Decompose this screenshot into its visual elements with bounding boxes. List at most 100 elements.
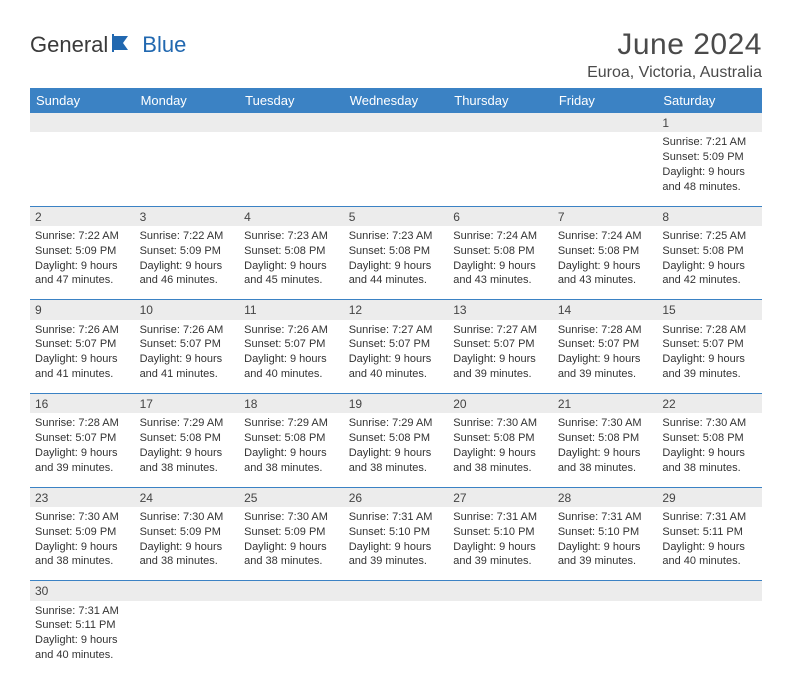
sunset-line: Sunset: 5:08 PM (558, 431, 653, 446)
day-number-cell: 23 (30, 487, 135, 507)
sunset-line: Sunset: 5:07 PM (349, 337, 444, 352)
daylight-line: Daylight: 9 hours and 39 minutes. (453, 540, 548, 570)
logo-text-general: General (30, 32, 108, 58)
daylight-line: Daylight: 9 hours and 38 minutes. (140, 446, 235, 476)
day-content-cell: Sunrise: 7:31 AMSunset: 5:10 PMDaylight:… (344, 507, 449, 581)
day-content-cell: Sunrise: 7:30 AMSunset: 5:09 PMDaylight:… (239, 507, 344, 581)
sunset-line: Sunset: 5:07 PM (453, 337, 548, 352)
sunset-line: Sunset: 5:07 PM (35, 337, 130, 352)
day-content-cell: Sunrise: 7:31 AMSunset: 5:10 PMDaylight:… (448, 507, 553, 581)
weekday-header: Wednesday (344, 88, 449, 113)
day-number-cell: 29 (657, 487, 762, 507)
sunset-line: Sunset: 5:09 PM (35, 244, 130, 259)
day-content-cell: Sunrise: 7:27 AMSunset: 5:07 PMDaylight:… (448, 320, 553, 394)
day-content-cell: Sunrise: 7:25 AMSunset: 5:08 PMDaylight:… (657, 226, 762, 300)
sunset-line: Sunset: 5:08 PM (662, 244, 757, 259)
sunset-line: Sunset: 5:09 PM (140, 525, 235, 540)
day-number-cell: 20 (448, 394, 553, 414)
calendar-table: SundayMondayTuesdayWednesdayThursdayFrid… (30, 88, 762, 675)
page-title: June 2024 (587, 28, 762, 62)
sunrise-line: Sunrise: 7:22 AM (35, 229, 130, 244)
day-content-cell: Sunrise: 7:30 AMSunset: 5:08 PMDaylight:… (448, 413, 553, 487)
daylight-line: Daylight: 9 hours and 39 minutes. (349, 540, 444, 570)
day-content-cell: Sunrise: 7:26 AMSunset: 5:07 PMDaylight:… (239, 320, 344, 394)
day-number-cell (448, 113, 553, 132)
daylight-line: Daylight: 9 hours and 38 minutes. (349, 446, 444, 476)
sunrise-line: Sunrise: 7:30 AM (453, 416, 548, 431)
sunrise-line: Sunrise: 7:23 AM (244, 229, 339, 244)
sunrise-line: Sunrise: 7:31 AM (453, 510, 548, 525)
daylight-line: Daylight: 9 hours and 39 minutes. (662, 352, 757, 382)
daylight-line: Daylight: 9 hours and 41 minutes. (35, 352, 130, 382)
day-number-cell: 25 (239, 487, 344, 507)
daylight-line: Daylight: 9 hours and 39 minutes. (453, 352, 548, 382)
daylight-line: Daylight: 9 hours and 48 minutes. (662, 165, 757, 195)
sunset-line: Sunset: 5:09 PM (244, 525, 339, 540)
day-content-cell: Sunrise: 7:21 AMSunset: 5:09 PMDaylight:… (657, 132, 762, 206)
sunset-line: Sunset: 5:08 PM (349, 431, 444, 446)
sunset-line: Sunset: 5:09 PM (140, 244, 235, 259)
day-content-cell: Sunrise: 7:23 AMSunset: 5:08 PMDaylight:… (344, 226, 449, 300)
daylight-line: Daylight: 9 hours and 38 minutes. (140, 540, 235, 570)
sunset-line: Sunset: 5:07 PM (558, 337, 653, 352)
sunrise-line: Sunrise: 7:30 AM (35, 510, 130, 525)
day-number-cell (553, 113, 658, 132)
daylight-line: Daylight: 9 hours and 45 minutes. (244, 259, 339, 289)
header: General Blue June 2024 Euroa, Victoria, … (30, 28, 762, 82)
day-content-cell: Sunrise: 7:30 AMSunset: 5:09 PMDaylight:… (135, 507, 240, 581)
day-number-cell (553, 581, 658, 601)
day-content-cell: Sunrise: 7:29 AMSunset: 5:08 PMDaylight:… (239, 413, 344, 487)
day-content-cell: Sunrise: 7:31 AMSunset: 5:10 PMDaylight:… (553, 507, 658, 581)
sunrise-line: Sunrise: 7:28 AM (662, 323, 757, 338)
day-content-cell: Sunrise: 7:31 AMSunset: 5:11 PMDaylight:… (657, 507, 762, 581)
sunset-line: Sunset: 5:08 PM (244, 244, 339, 259)
sunrise-line: Sunrise: 7:28 AM (35, 416, 130, 431)
day-content-cell: Sunrise: 7:28 AMSunset: 5:07 PMDaylight:… (30, 413, 135, 487)
day-content-cell: Sunrise: 7:30 AMSunset: 5:09 PMDaylight:… (30, 507, 135, 581)
day-content-cell: Sunrise: 7:29 AMSunset: 5:08 PMDaylight:… (344, 413, 449, 487)
day-number-cell: 5 (344, 206, 449, 226)
day-number-cell: 9 (30, 300, 135, 320)
sunrise-line: Sunrise: 7:24 AM (558, 229, 653, 244)
title-block: June 2024 Euroa, Victoria, Australia (587, 28, 762, 82)
day-content-cell (239, 132, 344, 206)
sunset-line: Sunset: 5:08 PM (453, 431, 548, 446)
sunset-line: Sunset: 5:10 PM (349, 525, 444, 540)
sunrise-line: Sunrise: 7:26 AM (35, 323, 130, 338)
sunrise-line: Sunrise: 7:23 AM (349, 229, 444, 244)
day-number-cell (657, 581, 762, 601)
day-number-cell: 21 (553, 394, 658, 414)
calendar-body: 1 Sunrise: 7:21 AMSunset: 5:09 PMDayligh… (30, 113, 762, 675)
sunrise-line: Sunrise: 7:25 AM (662, 229, 757, 244)
sunset-line: Sunset: 5:08 PM (662, 431, 757, 446)
weekday-header: Monday (135, 88, 240, 113)
day-number-cell: 30 (30, 581, 135, 601)
calendar-head: SundayMondayTuesdayWednesdayThursdayFrid… (30, 88, 762, 113)
day-content-cell (344, 132, 449, 206)
day-number-cell: 14 (553, 300, 658, 320)
day-number-cell: 16 (30, 394, 135, 414)
day-number-cell: 3 (135, 206, 240, 226)
sunrise-line: Sunrise: 7:31 AM (558, 510, 653, 525)
sunrise-line: Sunrise: 7:26 AM (244, 323, 339, 338)
sunrise-line: Sunrise: 7:21 AM (662, 135, 757, 150)
sunset-line: Sunset: 5:07 PM (35, 431, 130, 446)
day-content-cell: Sunrise: 7:27 AMSunset: 5:07 PMDaylight:… (344, 320, 449, 394)
daylight-line: Daylight: 9 hours and 39 minutes. (558, 540, 653, 570)
sunrise-line: Sunrise: 7:28 AM (558, 323, 653, 338)
day-number-cell: 15 (657, 300, 762, 320)
day-number-cell: 27 (448, 487, 553, 507)
sunrise-line: Sunrise: 7:26 AM (140, 323, 235, 338)
logo: General Blue (30, 32, 186, 58)
day-number-cell: 26 (344, 487, 449, 507)
sunset-line: Sunset: 5:08 PM (244, 431, 339, 446)
daylight-line: Daylight: 9 hours and 41 minutes. (140, 352, 235, 382)
daylight-line: Daylight: 9 hours and 40 minutes. (35, 633, 130, 663)
day-content-cell: Sunrise: 7:22 AMSunset: 5:09 PMDaylight:… (30, 226, 135, 300)
day-content-cell: Sunrise: 7:30 AMSunset: 5:08 PMDaylight:… (657, 413, 762, 487)
day-number-cell: 10 (135, 300, 240, 320)
daylight-line: Daylight: 9 hours and 38 minutes. (244, 540, 339, 570)
day-number-cell: 13 (448, 300, 553, 320)
day-number-cell: 7 (553, 206, 658, 226)
sunrise-line: Sunrise: 7:29 AM (140, 416, 235, 431)
